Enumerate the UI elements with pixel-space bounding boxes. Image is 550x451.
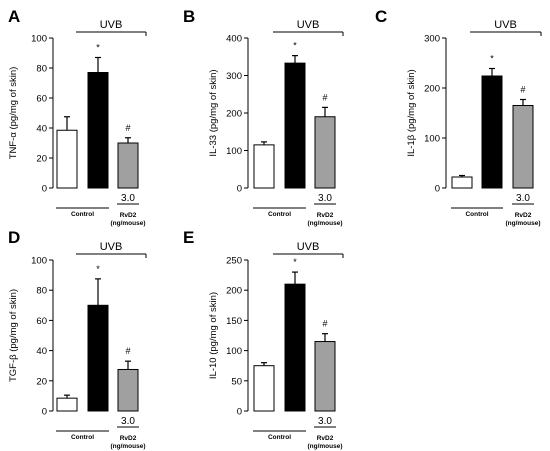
dose-label: 3.0 bbox=[121, 416, 135, 427]
y-tick-label: 20 bbox=[36, 376, 47, 387]
bar-uvb bbox=[284, 62, 306, 189]
y-axis-label: IL-1β (pg/mg of skin) bbox=[406, 69, 417, 156]
y-tick-label: 40 bbox=[36, 346, 47, 357]
y-tick-label: 200 bbox=[226, 109, 242, 120]
panel-e: E 0 50 100 150 200 250 IL-10 (pg/mg of skin) UVB… bbox=[183, 228, 344, 450]
y-tick-label: 80 bbox=[36, 64, 47, 75]
control-label: Control bbox=[71, 211, 94, 218]
bar-rvd2 bbox=[314, 116, 336, 189]
bar-uvb bbox=[87, 304, 109, 412]
dose-label: 3.0 bbox=[318, 193, 332, 204]
y-tick-label: 150 bbox=[226, 316, 242, 327]
bar-control bbox=[253, 144, 275, 189]
panel-d: D 0 20 40 60 80 100 TGF-β (pg/mg of skin) UVB * #3… bbox=[8, 228, 147, 450]
panel-letter: E bbox=[183, 228, 194, 247]
treatment-label: RvD2 bbox=[515, 212, 532, 219]
significance-mark: # bbox=[322, 92, 327, 102]
treatment-unit: (ng/mouse) bbox=[505, 220, 540, 227]
significance-mark: # bbox=[125, 123, 130, 133]
significance-mark: # bbox=[520, 85, 525, 95]
y-tick-label: 250 bbox=[226, 256, 242, 267]
treatment-unit: (ng/mouse) bbox=[110, 443, 145, 450]
significance-mark: * bbox=[96, 43, 100, 53]
y-tick-label: 100 bbox=[31, 34, 47, 45]
treatment-label: RvD2 bbox=[120, 212, 137, 219]
significance-mark: * bbox=[293, 257, 297, 267]
y-tick-label: 200 bbox=[424, 84, 440, 95]
uvb-label: UVB bbox=[100, 19, 123, 31]
bar-rvd2 bbox=[314, 341, 336, 412]
bar-uvb bbox=[87, 72, 109, 189]
control-label: Control bbox=[268, 211, 291, 218]
significance-mark: * bbox=[293, 41, 297, 51]
bar-uvb bbox=[481, 75, 503, 189]
y-tick-label: 20 bbox=[36, 154, 47, 165]
y-axis-label: IL-10 (pg/mg of skin) bbox=[208, 292, 219, 379]
y-tick-label: 0 bbox=[237, 407, 242, 418]
bar-rvd2 bbox=[117, 142, 139, 189]
treatment-label: RvD2 bbox=[317, 212, 334, 219]
y-tick-label: 100 bbox=[31, 256, 47, 267]
panel-letter: B bbox=[183, 7, 195, 26]
treatment-unit: (ng/mouse) bbox=[110, 220, 145, 227]
uvb-label: UVB bbox=[100, 241, 123, 253]
panel-b: B 0 100 200 300 400 IL-33 (pg/mg of skin) UVB* #… bbox=[183, 7, 344, 227]
bar-rvd2 bbox=[117, 368, 139, 412]
y-axis-label: IL-33 (pg/mg of skin) bbox=[208, 69, 219, 156]
y-tick-label: 100 bbox=[424, 134, 440, 145]
treatment-unit: (ng/mouse) bbox=[307, 220, 342, 227]
panel-a: A 0 20 40 60 80 100 TNF-α (pg/mg of skin) UVB * #3… bbox=[8, 7, 147, 227]
uvb-label: UVB bbox=[494, 19, 517, 31]
treatment-unit: (ng/mouse) bbox=[307, 443, 342, 450]
control-label: Control bbox=[71, 434, 94, 441]
y-tick-label: 0 bbox=[42, 184, 47, 195]
bar-rvd2 bbox=[512, 105, 534, 189]
y-tick-label: 0 bbox=[237, 184, 242, 195]
dose-label: 3.0 bbox=[318, 416, 332, 427]
panel-c: C 0 100 200 300 IL-1β (pg/mg of skin) UVB * #3.0… bbox=[375, 7, 542, 227]
panel-letter: D bbox=[8, 228, 20, 247]
dose-label: 3.0 bbox=[516, 193, 530, 204]
y-tick-label: 60 bbox=[36, 316, 47, 327]
panel-letter: A bbox=[8, 7, 20, 26]
y-tick-label: 60 bbox=[36, 94, 47, 105]
y-tick-label: 100 bbox=[226, 346, 242, 357]
y-axis-label: TGF-β (pg/mg of skin) bbox=[8, 289, 19, 382]
y-tick-label: 200 bbox=[226, 286, 242, 297]
control-label: Control bbox=[465, 211, 488, 218]
significance-mark: * bbox=[96, 264, 100, 274]
y-tick-label: 80 bbox=[36, 286, 47, 297]
y-tick-label: 400 bbox=[226, 34, 242, 45]
y-tick-label: 0 bbox=[435, 184, 440, 195]
significance-mark: # bbox=[125, 346, 130, 356]
panel-letter: C bbox=[375, 7, 387, 26]
uvb-label: UVB bbox=[297, 241, 320, 253]
uvb-label: UVB bbox=[297, 19, 320, 31]
y-axis-label: TNF-α (pg/mg of skin) bbox=[8, 67, 19, 160]
treatment-label: RvD2 bbox=[317, 435, 334, 442]
dose-label: 3.0 bbox=[121, 193, 135, 204]
bar-control bbox=[56, 397, 78, 412]
control-label: Control bbox=[268, 434, 291, 441]
bar-control bbox=[451, 176, 473, 189]
y-tick-label: 50 bbox=[231, 376, 242, 387]
y-tick-label: 40 bbox=[36, 124, 47, 135]
bar-control bbox=[56, 129, 78, 189]
bar-control bbox=[253, 365, 275, 412]
y-tick-label: 300 bbox=[226, 71, 242, 82]
significance-mark: * bbox=[490, 54, 494, 64]
y-tick-label: 0 bbox=[42, 407, 47, 418]
y-tick-label: 100 bbox=[226, 146, 242, 157]
y-tick-label: 300 bbox=[424, 34, 440, 45]
treatment-label: RvD2 bbox=[120, 435, 137, 442]
significance-mark: # bbox=[322, 319, 327, 329]
bar-uvb bbox=[284, 283, 306, 412]
